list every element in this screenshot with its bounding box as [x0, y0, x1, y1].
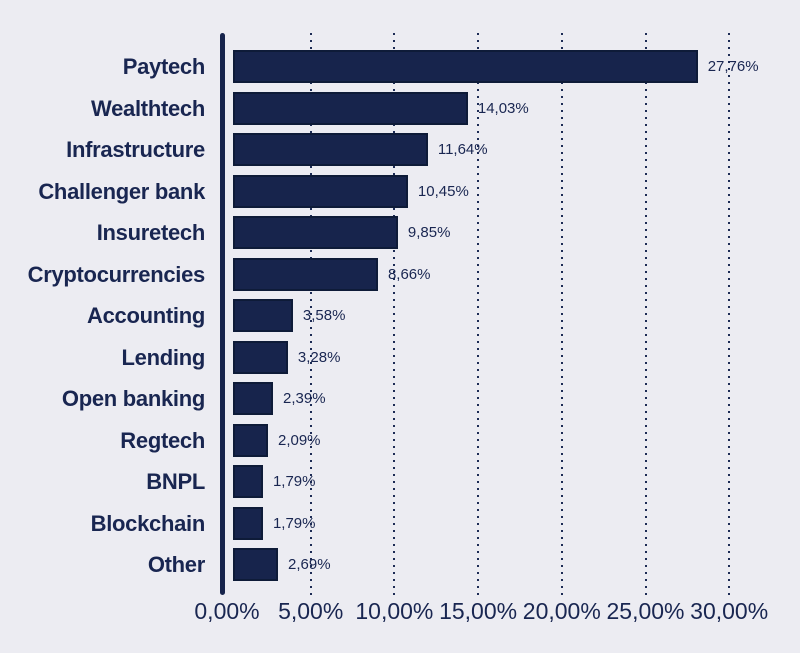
category-label: Accounting	[87, 303, 205, 328]
bar	[233, 506, 263, 540]
bar	[233, 50, 698, 84]
value-label: 1,79%	[272, 473, 316, 490]
category-label: Open banking	[61, 386, 205, 411]
gridline	[309, 33, 312, 595]
gridline	[728, 33, 731, 595]
category-label: Challenger bank	[38, 178, 205, 204]
bar	[233, 465, 263, 499]
value-label: 3,58%	[302, 307, 346, 324]
value-label: 2,39%	[283, 390, 326, 407]
bar	[233, 382, 273, 416]
category-label: Paytech	[122, 54, 206, 79]
bar	[233, 216, 398, 250]
bar	[233, 548, 279, 582]
bar	[233, 423, 268, 457]
x-axis-tick-label: 0,00%	[194, 598, 260, 624]
value-label: 8,66%	[387, 265, 431, 283]
x-axis-tick-label: 15,00%	[439, 598, 518, 624]
value-label: 3,28%	[297, 348, 341, 366]
x-axis-tick-label: 20,00%	[522, 598, 601, 624]
bar	[233, 340, 288, 374]
category-label: Insuretech	[96, 220, 206, 245]
x-axis-tick-label: 5,00%	[278, 598, 344, 624]
x-axis-tick-label: 30,00%	[690, 598, 769, 624]
value-label: 11,64%	[437, 141, 488, 158]
value-label: 2,69%	[288, 556, 331, 573]
y-axis-line	[220, 33, 225, 595]
category-label: BNPL	[146, 469, 205, 494]
bar	[233, 299, 293, 333]
category-label: Wealthtech	[91, 95, 205, 121]
bar	[233, 91, 468, 125]
bar	[233, 133, 428, 167]
gridline	[393, 33, 396, 595]
category-label: Blockchain	[90, 510, 206, 536]
value-label: 9,85%	[407, 224, 451, 241]
bar	[233, 174, 408, 208]
category-label: Lending	[121, 344, 206, 370]
gridline	[477, 33, 480, 595]
value-label: 2,09%	[277, 431, 321, 449]
bar	[233, 257, 378, 291]
category-label: Regtech	[120, 427, 205, 453]
value-label: 10,45%	[417, 182, 469, 200]
gridline	[560, 33, 563, 595]
value-label: 14,03%	[477, 99, 529, 117]
value-label: 1,79%	[272, 514, 316, 532]
gridline	[644, 33, 647, 595]
x-axis-tick-label: 10,00%	[355, 598, 434, 624]
x-axis-tick-label: 25,00%	[606, 598, 685, 624]
category-label: Other	[147, 552, 205, 577]
value-label: 27,76%	[707, 58, 759, 75]
category-label: Infrastructure	[66, 137, 205, 162]
category-label: Cryptocurrencies	[27, 261, 206, 287]
